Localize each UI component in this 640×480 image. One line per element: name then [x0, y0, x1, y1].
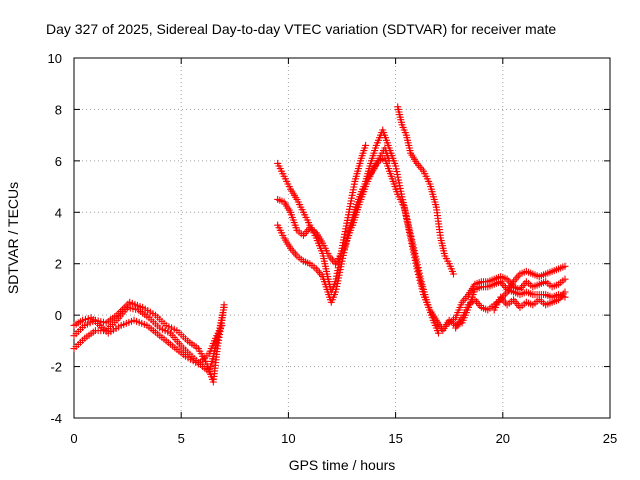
data-point	[218, 321, 226, 329]
x-tick-label: 25	[603, 431, 617, 446]
y-tick-label: -2	[50, 360, 62, 375]
series-track-j	[445, 273, 569, 327]
data-point	[362, 141, 370, 149]
data-point	[220, 301, 228, 309]
data-point	[561, 288, 569, 296]
data-point	[561, 262, 569, 270]
y-tick-label: 8	[55, 102, 62, 117]
y-tick-label: 2	[55, 257, 62, 272]
y-tick-label: -4	[50, 411, 62, 426]
axis-ticks: 0 5 10 15 20 25 -4 -2 0 2 4 6 8 10	[48, 51, 618, 446]
series-track-h	[394, 103, 457, 278]
series-track-b	[70, 298, 228, 386]
x-tick-label: 0	[70, 431, 77, 446]
y-tick-label: 6	[55, 154, 62, 169]
plot-frame	[73, 57, 611, 419]
y-tick-label: 10	[48, 51, 62, 66]
x-tick-label: 15	[388, 431, 402, 446]
x-tick-label: 5	[178, 431, 185, 446]
x-tick-label: 20	[496, 431, 510, 446]
series-track-k	[490, 288, 569, 314]
data-points	[70, 103, 569, 386]
series-track-c	[70, 314, 226, 368]
y-axis-label: SDTVAR / TECUs	[5, 182, 21, 294]
data-point	[449, 270, 457, 278]
grid	[74, 58, 610, 418]
y-tick-label: 0	[55, 308, 62, 323]
y-tick-label: 4	[55, 205, 62, 220]
x-axis-label: GPS time / hours	[289, 457, 396, 473]
chart-title: Day 327 of 2025, Sidereal Day-to-day VTE…	[46, 21, 556, 37]
x-tick-label: 10	[281, 431, 295, 446]
data-point	[120, 304, 128, 312]
data-point	[561, 275, 569, 283]
data-point	[434, 329, 442, 337]
